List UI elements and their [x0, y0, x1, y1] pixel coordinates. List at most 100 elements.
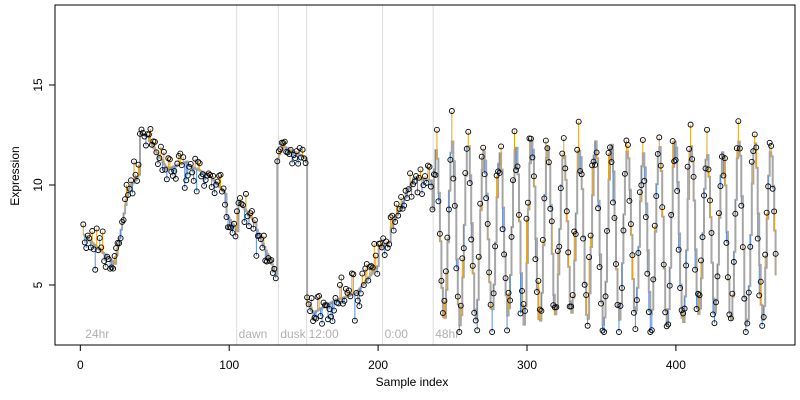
- data-point: [448, 108, 455, 114]
- data-point: [581, 281, 588, 288]
- data-point: [253, 252, 260, 259]
- data-point: [423, 179, 430, 186]
- data-point: [726, 311, 733, 318]
- data-point: [648, 327, 655, 334]
- data-point: [481, 171, 488, 178]
- data-point: [639, 137, 646, 143]
- data-point: [748, 158, 755, 165]
- phase-label: dusk: [280, 327, 306, 341]
- data-point: [708, 229, 715, 236]
- data-point: [81, 239, 88, 246]
- data-point: [384, 244, 391, 251]
- data-point: [545, 159, 552, 166]
- data-point: [335, 300, 342, 307]
- x-axis-title: Sample index: [376, 375, 449, 389]
- data-point: [250, 225, 257, 232]
- data-point: [477, 200, 484, 207]
- y-axis-title: Expression: [8, 146, 22, 205]
- data-point: [308, 295, 315, 302]
- data-point: [193, 188, 200, 195]
- data-point: [402, 187, 409, 194]
- data-point: [559, 150, 566, 157]
- data-point: [701, 192, 707, 199]
- data-point: [759, 322, 766, 329]
- data-point: [690, 173, 697, 180]
- data-point: [710, 311, 716, 318]
- data-point: [517, 310, 524, 317]
- data-point: [524, 199, 531, 206]
- data-point: [129, 190, 136, 197]
- data-point: [357, 290, 364, 297]
- data-point: [93, 225, 100, 232]
- data-point: [156, 155, 163, 162]
- data-point: [438, 277, 445, 284]
- data-point: [678, 307, 685, 314]
- data-point: [739, 244, 746, 251]
- data-point: [99, 228, 106, 235]
- data-point: [341, 297, 348, 304]
- data-point: [162, 166, 169, 173]
- data-point: [441, 297, 448, 304]
- data-point: [413, 173, 419, 180]
- data-point: [553, 304, 560, 311]
- data-point: [511, 128, 518, 135]
- axes: 0 100 200 300 400 5 10 15: [31, 4, 796, 372]
- data-point: [305, 301, 312, 308]
- data-point: [87, 244, 94, 251]
- data-point: [633, 297, 640, 304]
- data-point: [465, 128, 472, 135]
- data-point: [444, 234, 451, 241]
- data-point: [353, 290, 360, 296]
- data-point: [699, 234, 706, 241]
- data-point: [601, 329, 607, 335]
- data-point: [689, 156, 696, 163]
- data-point: [498, 143, 505, 150]
- data-point: [472, 317, 479, 324]
- data-point: [636, 189, 643, 196]
- data-point: [201, 182, 208, 189]
- data-point: [502, 275, 509, 282]
- data-point: [359, 270, 366, 277]
- phase-label: 24hr: [85, 327, 109, 341]
- data-point: [754, 235, 761, 242]
- data-point: [627, 221, 634, 228]
- data-point: [462, 170, 469, 177]
- data-point: [229, 229, 236, 236]
- data-point: [345, 287, 352, 294]
- data-point: [542, 137, 549, 144]
- data-point: [347, 293, 354, 300]
- data-point: [466, 180, 473, 187]
- data-point: [238, 200, 245, 207]
- data-point: [360, 282, 367, 289]
- x-tick-label: 0: [77, 358, 84, 372]
- data-point: [187, 161, 194, 167]
- data-point: [120, 217, 127, 223]
- data-point: [184, 172, 191, 179]
- data-point: [350, 271, 357, 278]
- data-point: [241, 219, 248, 225]
- data-point: [590, 158, 597, 165]
- data-point: [672, 157, 679, 163]
- data-point: [180, 154, 187, 161]
- data-point: [654, 150, 661, 157]
- data-point: [617, 302, 624, 309]
- data-point: [580, 235, 587, 242]
- data-point: [354, 297, 361, 304]
- data-point: [304, 294, 311, 301]
- data-point: [714, 273, 721, 280]
- data-point: [496, 170, 503, 176]
- data-point: [123, 181, 130, 188]
- data-point: [541, 195, 548, 202]
- data-point: [495, 168, 502, 175]
- data-point: [280, 140, 287, 146]
- data-point: [336, 281, 343, 288]
- data-point: [611, 215, 618, 221]
- data-point: [153, 149, 160, 156]
- data-point: [645, 309, 652, 315]
- data-point: [80, 221, 87, 228]
- data-point: [378, 244, 385, 251]
- data-point: [471, 309, 478, 316]
- data-point: [143, 142, 149, 149]
- data-point: [248, 208, 255, 215]
- data-point: [447, 156, 454, 163]
